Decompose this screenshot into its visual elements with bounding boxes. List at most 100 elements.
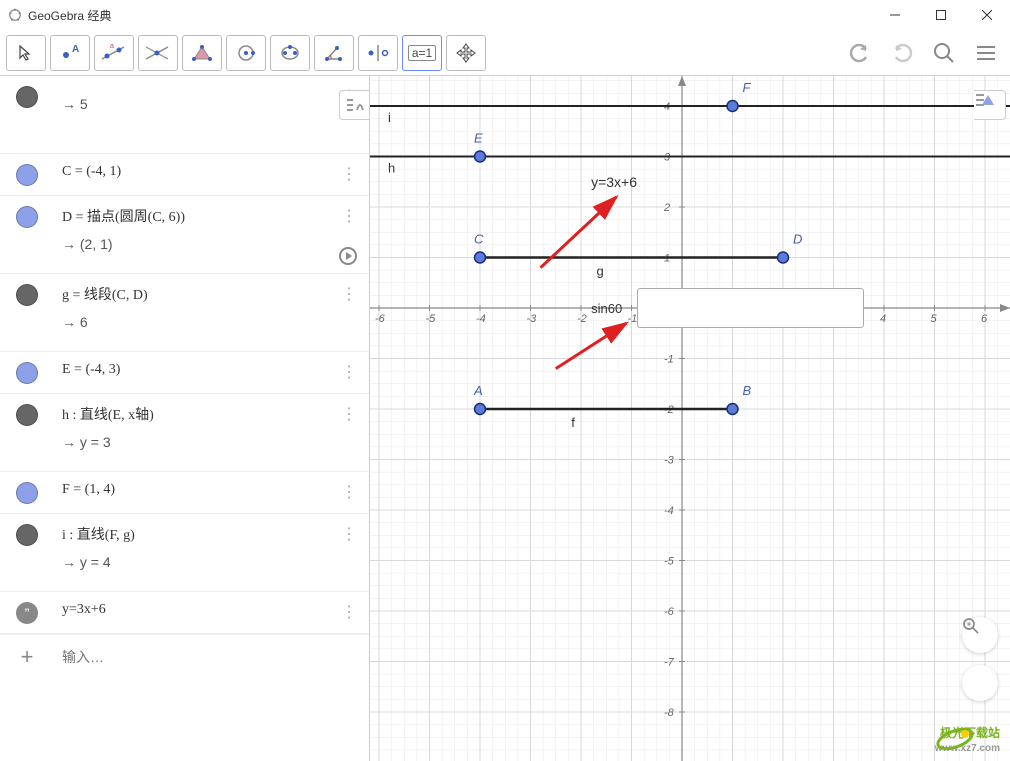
close-button[interactable] [964, 0, 1010, 30]
svg-text:-6: -6 [664, 606, 675, 618]
algebra-toggle-icon[interactable] [339, 90, 370, 120]
svg-text:f: f [571, 415, 575, 430]
svg-text:D: D [793, 232, 802, 247]
algebra-item-C[interactable]: C = (-4, 1)⋮ [0, 154, 369, 196]
item-menu-icon[interactable]: ⋮ [341, 524, 357, 544]
item-menu-icon[interactable]: ⋮ [341, 482, 357, 502]
visibility-dot[interactable] [16, 164, 38, 186]
graph-view[interactable]: -6-5-4-3-2-1123456-8-7-6-5-4-3-2-112340h… [370, 76, 1010, 761]
svg-text:-2: -2 [577, 313, 587, 325]
svg-text:E: E [474, 131, 483, 146]
tool-line-special[interactable] [138, 35, 178, 71]
algebra-item-text: h : 直线(E, x轴)→ y = 3 [54, 394, 369, 460]
algebra-list: → 5⋮C = (-4, 1)⋮D = 描点(圆周(C, 6))→ (2, 1)… [0, 76, 369, 634]
item-menu-icon[interactable]: ⋮ [341, 164, 357, 184]
svg-text:-4: -4 [664, 505, 674, 517]
svg-text:2: 2 [663, 202, 670, 214]
tool-select[interactable] [6, 35, 46, 71]
window-buttons [872, 0, 1010, 30]
svg-text:-1: -1 [664, 354, 674, 366]
visibility-dot[interactable] [16, 206, 38, 228]
svg-text:A: A [72, 44, 79, 55]
menu-button[interactable] [970, 37, 1002, 69]
algebra-item-text: E = (-4, 3) [54, 352, 369, 388]
toolbar-right [844, 37, 1002, 69]
svg-text:-5: -5 [426, 313, 437, 325]
visibility-dot[interactable] [16, 482, 38, 504]
svg-text:B: B [743, 383, 752, 398]
visibility-dot[interactable] [16, 524, 38, 546]
graph-canvas[interactable]: -6-5-4-3-2-1123456-8-7-6-5-4-3-2-112340h… [370, 76, 1010, 761]
graph-settings-icon[interactable] [974, 90, 1006, 120]
algebra-input[interactable] [54, 649, 369, 665]
item-menu-icon[interactable]: ⋮ [341, 404, 357, 424]
svg-text:h: h [388, 161, 395, 176]
tool-line[interactable]: a [94, 35, 134, 71]
svg-text:-3: -3 [664, 455, 675, 467]
undo-button[interactable] [844, 37, 876, 69]
visibility-dot[interactable] [16, 86, 38, 108]
svg-text:A: A [473, 383, 483, 398]
visibility-dot[interactable] [16, 362, 38, 384]
visibility-dot[interactable] [16, 284, 38, 306]
tool-polygon[interactable] [182, 35, 222, 71]
algebra-item-eq[interactable]: ” y=3x+6⋮ [0, 592, 369, 634]
svg-text:-7: -7 [664, 657, 675, 669]
svg-text:-8: -8 [664, 707, 675, 719]
svg-text:4: 4 [880, 313, 886, 325]
tool-transform[interactable] [358, 35, 398, 71]
toolbar: A a a=1 [0, 30, 1010, 76]
item-menu-icon[interactable]: ⋮ [341, 602, 357, 622]
minimize-button[interactable] [872, 0, 918, 30]
app-logo-icon [8, 8, 22, 22]
svg-text:sin60: sin60 [591, 301, 622, 316]
algebra-item-text: y=3x+6 [54, 592, 369, 628]
svg-text:g: g [597, 264, 604, 279]
visibility-dot[interactable]: ” [16, 602, 38, 624]
graph-text-input[interactable] [637, 288, 864, 328]
zoom-out-button[interactable] [962, 665, 998, 701]
maximize-button[interactable] [918, 0, 964, 30]
watermark-icon [935, 726, 1005, 752]
add-icon[interactable]: + [0, 644, 54, 670]
svg-text:i: i [388, 110, 391, 125]
algebra-item-text: D = 描点(圆周(C, 6))→ (2, 1) [54, 196, 369, 262]
svg-text:F: F [743, 80, 752, 95]
svg-text:-6: -6 [375, 313, 386, 325]
tool-circle[interactable] [226, 35, 266, 71]
algebra-item-g[interactable]: g = 线段(C, D)→ 6⋮ [0, 274, 369, 352]
search-button[interactable] [928, 37, 960, 69]
titlebar: GeoGebra 经典 [0, 0, 1010, 30]
svg-text:a: a [110, 43, 114, 50]
svg-text:C: C [474, 232, 484, 247]
algebra-item-text: F = (1, 4) [54, 472, 369, 508]
svg-text:-3: -3 [527, 313, 538, 325]
item-menu-icon[interactable]: ⋮ [341, 284, 357, 304]
algebra-item-E[interactable]: E = (-4, 3)⋮ [0, 352, 369, 394]
algebra-item-F[interactable]: F = (1, 4)⋮ [0, 472, 369, 514]
svg-text:y=3x+6: y=3x+6 [591, 174, 637, 190]
window-title: GeoGebra 经典 [28, 7, 111, 24]
algebra-item-i[interactable]: i : 直线(F, g)→ y = 4⋮ [0, 514, 369, 592]
algebra-item-text: → 5 [54, 76, 369, 122]
algebra-item-D[interactable]: D = 描点(圆周(C, 6))→ (2, 1)⋮ [0, 196, 369, 274]
tool-angle[interactable] [314, 35, 354, 71]
svg-text:6: 6 [981, 313, 988, 325]
algebra-item-top[interactable]: → 5⋮ [0, 76, 369, 154]
algebra-item-text: i : 直线(F, g)→ y = 4 [54, 514, 369, 580]
visibility-dot[interactable] [16, 404, 38, 426]
main-area: → 5⋮C = (-4, 1)⋮D = 描点(圆周(C, 6))→ (2, 1)… [0, 76, 1010, 761]
svg-text:-5: -5 [664, 556, 675, 568]
play-icon[interactable] [339, 247, 357, 265]
tool-move-view[interactable] [446, 35, 486, 71]
algebra-item-h[interactable]: h : 直线(E, x轴)→ y = 3⋮ [0, 394, 369, 472]
algebra-input-row: + [0, 634, 369, 678]
item-menu-icon[interactable]: ⋮ [341, 206, 357, 226]
redo-button[interactable] [886, 37, 918, 69]
svg-text:-1: -1 [628, 313, 638, 325]
tool-text[interactable]: a=1 [402, 35, 442, 71]
tool-conic[interactable] [270, 35, 310, 71]
watermark: 极光下载站 www.xz7.com [935, 726, 1000, 755]
item-menu-icon[interactable]: ⋮ [341, 362, 357, 382]
tool-point[interactable]: A [50, 35, 90, 71]
